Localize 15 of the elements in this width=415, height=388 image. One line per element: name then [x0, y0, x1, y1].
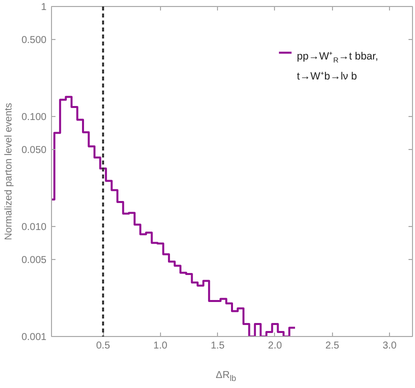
x-tick-label: 2.5 [325, 340, 340, 352]
y-tick-label: 0.005 [21, 255, 47, 266]
x-tick-label: 1.0 [153, 340, 168, 352]
y-axis-title: Normalized parton level events [3, 102, 14, 240]
x-tick-label: 0.5 [96, 340, 110, 352]
x-tick-label: 2.0 [268, 340, 282, 352]
x-tick-label: 3.0 [382, 340, 397, 352]
y-tick-label: 0.100 [21, 112, 47, 123]
y-tick-label: 1 [40, 2, 47, 13]
y-tick-label: 0.500 [21, 35, 47, 46]
y-tick-label: 0.050 [21, 145, 47, 156]
x-tick-label: 1.5 [210, 340, 226, 352]
x-axis-title: ΔR$_{lb}$ [214, 370, 238, 384]
y-tick-label: 0.001 [21, 332, 47, 343]
y-tick-label: 0.010 [21, 222, 47, 233]
